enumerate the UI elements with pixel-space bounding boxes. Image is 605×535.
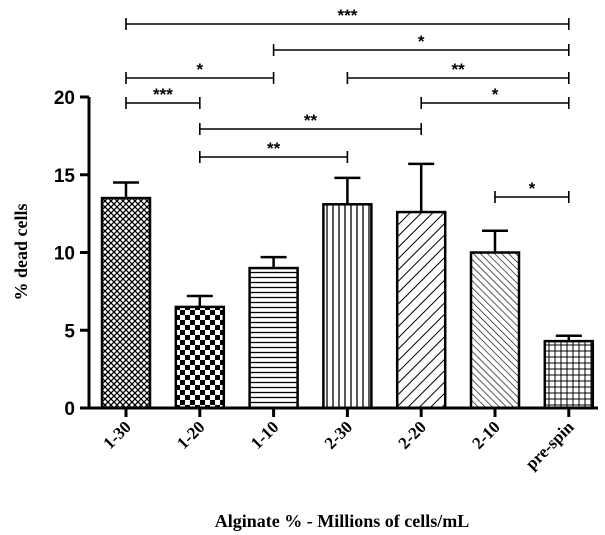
x-axis-label: Alginate % - Millions of cells/mL bbox=[215, 511, 469, 531]
significance-bracket: * bbox=[272, 32, 570, 56]
x-tick-label: 2-30 bbox=[321, 417, 356, 452]
significance-bracket: * bbox=[494, 179, 570, 203]
significance-bracket: ** bbox=[199, 111, 422, 135]
bar-2-20 bbox=[395, 210, 447, 410]
bars bbox=[100, 196, 595, 410]
bar-pre-spin bbox=[543, 339, 595, 410]
bar-1-20 bbox=[174, 305, 226, 410]
bracket-line bbox=[125, 18, 570, 30]
x-tick-label: 1-10 bbox=[247, 417, 282, 452]
x-tick-label: pre-spin bbox=[522, 417, 578, 473]
significance-label: * bbox=[418, 32, 425, 51]
bracket-line bbox=[125, 72, 275, 84]
bracket-line bbox=[272, 44, 570, 56]
x-tick-label: 1-30 bbox=[99, 417, 134, 452]
bar-1-30 bbox=[100, 196, 152, 410]
bar-1-10 bbox=[248, 266, 299, 410]
bracket-line bbox=[420, 97, 570, 109]
significance-label: ** bbox=[304, 111, 318, 130]
significance-brackets: ***** ***** ****** bbox=[125, 6, 570, 203]
y-axis-label: % dead cells bbox=[11, 204, 31, 301]
y-tick-label: 15 bbox=[54, 166, 76, 187]
error-bars bbox=[113, 162, 582, 342]
y-tick-label: 20 bbox=[54, 88, 75, 109]
significance-label: ** bbox=[267, 139, 281, 158]
x-tick-label: 2-20 bbox=[395, 417, 430, 452]
significance-bracket: * bbox=[420, 85, 570, 109]
significance-label: * bbox=[529, 179, 536, 198]
significance-label: * bbox=[196, 60, 203, 79]
bracket-line bbox=[199, 151, 349, 163]
significance-label: ** bbox=[451, 60, 465, 79]
significance-label: * bbox=[492, 85, 499, 104]
significance-bracket: *** bbox=[125, 6, 570, 30]
bracket-line bbox=[346, 72, 570, 84]
x-tick-label: 1-20 bbox=[173, 417, 208, 452]
significance-bracket: *** bbox=[125, 85, 201, 109]
significance-label: *** bbox=[153, 85, 173, 104]
bar-2-30 bbox=[322, 203, 373, 410]
significance-label: *** bbox=[337, 6, 357, 25]
bracket-line bbox=[199, 123, 422, 135]
y-ticks: 0 5 10 15 20 bbox=[54, 88, 89, 420]
x-ticks: 1-30 1-20 1-10 2-30 2-20 2-10 pre-spin bbox=[99, 408, 578, 473]
significance-bracket: * bbox=[125, 60, 275, 84]
bracket-line bbox=[125, 97, 201, 109]
bracket-line bbox=[494, 191, 570, 203]
y-tick-label: 5 bbox=[64, 321, 75, 342]
x-tick-label: 2-10 bbox=[468, 417, 503, 452]
bar-2-10 bbox=[469, 251, 521, 410]
y-tick-label: 10 bbox=[54, 244, 75, 265]
significance-bracket: ** bbox=[346, 60, 570, 84]
y-tick-label: 0 bbox=[64, 399, 75, 420]
significance-bracket: ** bbox=[199, 139, 349, 163]
